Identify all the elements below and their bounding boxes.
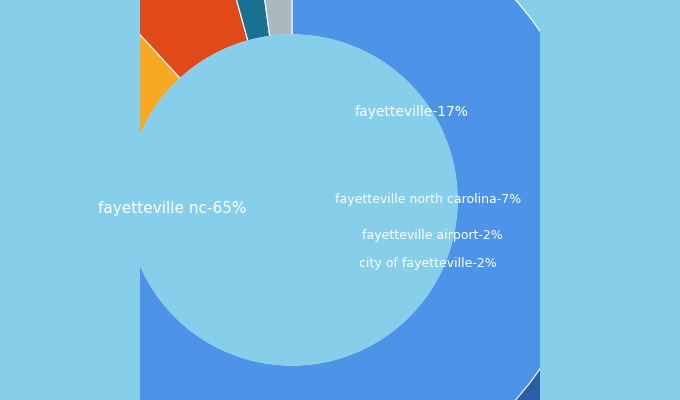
Wedge shape (252, 0, 292, 72)
Wedge shape (7, 0, 592, 400)
Wedge shape (89, 0, 248, 114)
Wedge shape (0, 15, 180, 331)
Text: fayetteville north carolina-7%: fayetteville north carolina-7% (335, 194, 521, 206)
Wedge shape (0, 0, 180, 295)
Text: fayetteville-17%: fayetteville-17% (355, 105, 469, 119)
Wedge shape (252, 0, 292, 36)
Wedge shape (212, 0, 270, 77)
Text: fayetteville airport-2%: fayetteville airport-2% (362, 230, 503, 242)
Text: fayetteville nc-65%: fayetteville nc-65% (98, 200, 246, 216)
Circle shape (127, 35, 457, 365)
Wedge shape (89, 0, 248, 78)
Wedge shape (212, 0, 270, 41)
Text: city of fayetteville-2%: city of fayetteville-2% (359, 258, 497, 270)
Wedge shape (7, 0, 592, 400)
